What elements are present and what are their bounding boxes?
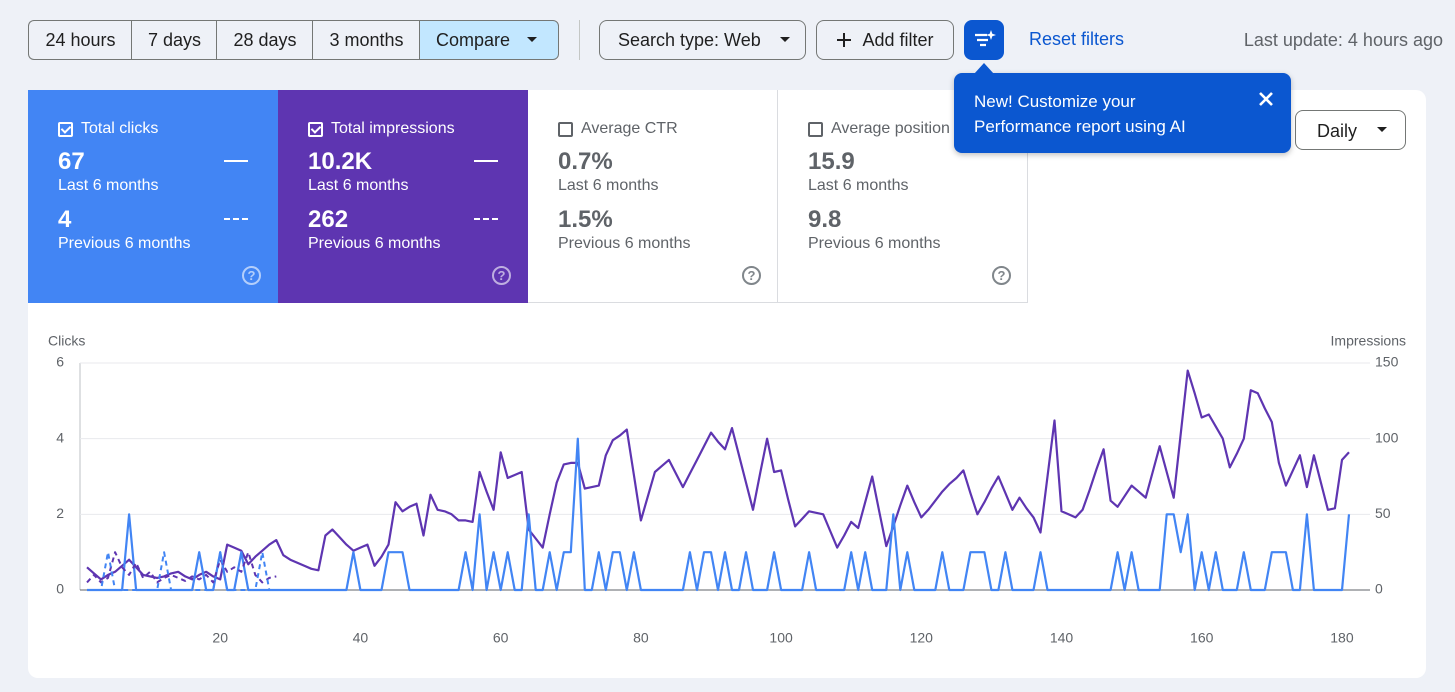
dashed-legend [224,218,248,220]
tooltip-line: New! Customize your [974,92,1136,111]
ai-tooltip: New! Customize your Performance report u… [954,63,1291,153]
metric-current-period: Last 6 months [58,177,159,194]
checkbox [308,121,323,137]
range-7d[interactable]: 7 days [131,20,217,60]
metric-previous-period: Previous 6 months [308,235,441,252]
check-mark [60,122,72,134]
search-type-button[interactable]: Search type: Web [599,20,806,60]
help-icon: ? [992,266,1011,285]
range-3m[interactable]: 3 months [312,20,420,60]
add-filter-button[interactable]: Add filter [816,20,954,60]
metric-label: Total impressions [331,120,455,137]
caret [527,37,537,42]
metric-previous: 1.5% [558,206,613,233]
reset-filters[interactable]: Reset filters [1029,29,1125,49]
add-filter-label: Add filter [862,29,934,50]
metric-current: 15.9 [808,148,855,175]
granularity-select[interactable]: Daily [1295,110,1406,150]
tooltip-arrow [974,63,994,74]
metric-label-row: Total impressions [308,120,528,138]
metric-current: 67 [58,148,85,175]
metric-previous-period: Previous 6 months [808,235,941,252]
metric-previous: 262 [308,206,349,233]
metric-label: Average position [831,120,950,137]
compare-button[interactable]: Compare [419,20,559,60]
checkbox [558,121,573,137]
ai-filter-button[interactable] [964,20,1004,60]
metric-card[interactable]: Average CTR 0.7% Last 6 months 1.5% Previous… [528,90,778,303]
help-icon: ? [492,266,511,285]
compare-label: Compare [436,29,511,50]
metric-label: Total clicks [81,120,159,137]
metric-label: Average CTR [581,120,678,137]
metric-previous-period: Previous 6 months [558,235,691,252]
metric-current: 10.2K [308,148,373,175]
metric-previous-period: Previous 6 months [58,235,191,252]
metric-label-row: Average position [808,120,1027,138]
metric-current-period: Last 6 months [308,177,409,194]
granularity-label: Daily [1317,121,1358,141]
metric-previous: 9.8 [808,206,842,233]
search-type-label: Search type: Web [618,29,761,50]
plus-icon [837,33,852,47]
metric-current-period: Last 6 months [558,177,659,194]
tooltip-line: Performance report using AI [974,117,1186,136]
metric-current-period: Last 6 months [808,177,909,194]
checkbox [808,121,823,137]
metric-previous: 4 [58,206,72,233]
metric-label-row: Total clicks [58,120,278,138]
metric-current: 0.7% [558,148,613,175]
last-update: Last update: 4 hours ago [1243,30,1443,50]
caret [1377,127,1387,132]
divider [579,20,580,60]
solid-legend [224,160,248,162]
help-icon: ? [242,266,261,285]
solid-legend [474,160,498,162]
metric-card[interactable]: Total impressions 10.2K Last 6 months 262 Pr… [278,90,528,303]
metric-label-row: Average CTR [558,120,777,138]
ai-icon [975,30,996,47]
checkbox [58,121,73,137]
dashed-legend [474,218,498,220]
range-24h[interactable]: 24 hours [28,20,132,60]
close-button[interactable] [1258,91,1274,107]
range-28d[interactable]: 28 days [216,20,313,60]
check-mark [310,122,322,134]
metric-card[interactable]: Total clicks 67 Last 6 months 4 Previous 6 m… [28,90,278,303]
caret [780,37,790,42]
help-icon: ? [742,266,761,285]
